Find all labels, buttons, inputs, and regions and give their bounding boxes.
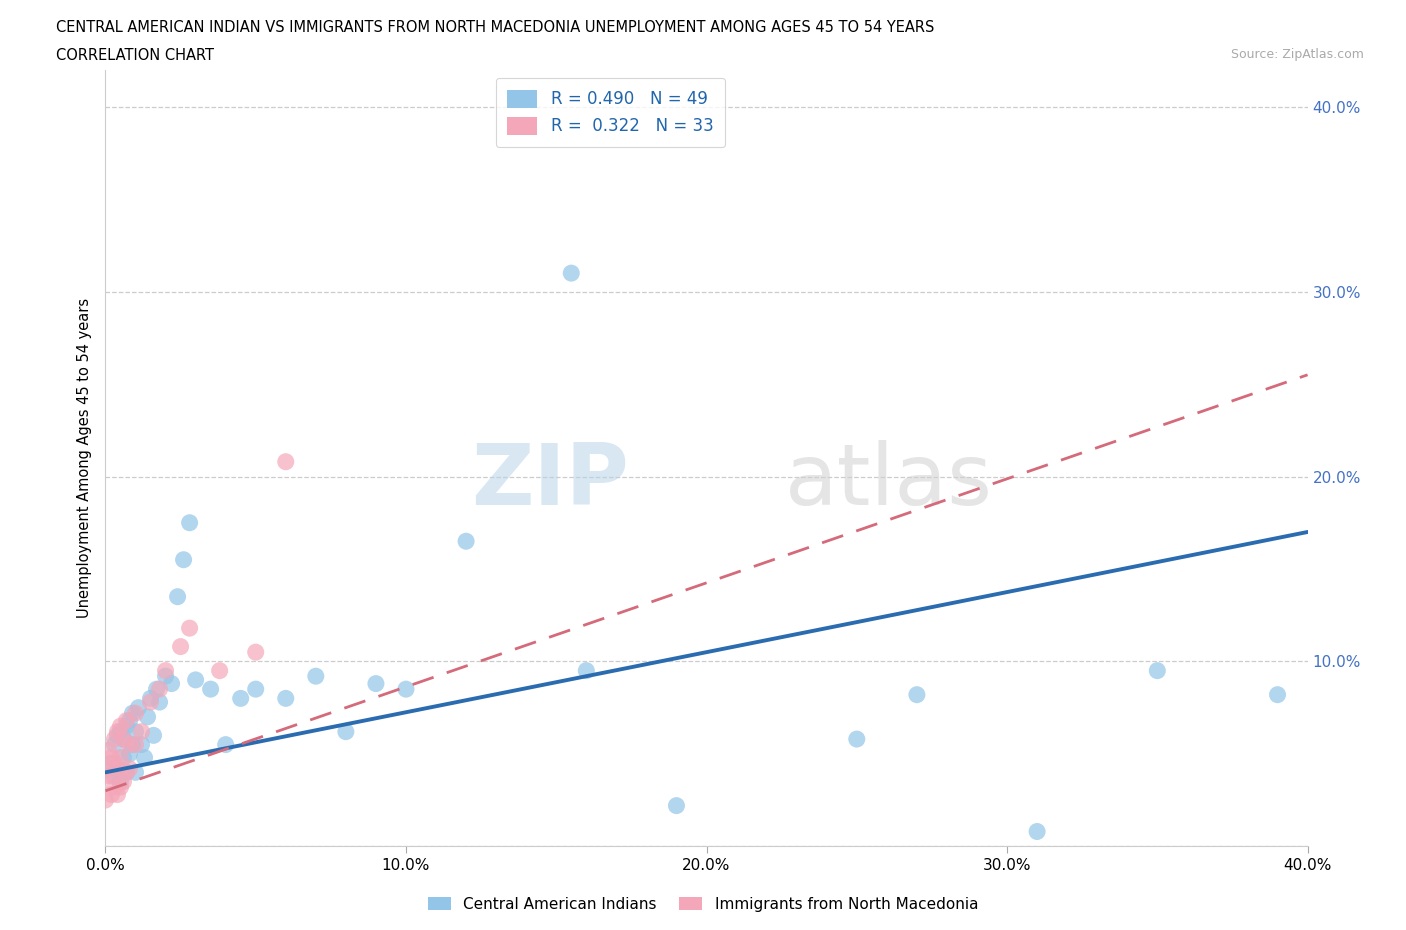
Point [179,515,201,530]
Point [94,768,117,783]
Point [139,695,162,710]
Point [115,764,138,779]
Point [115,764,138,779]
Point [208,663,231,678]
Point [131,737,153,752]
Point [148,695,170,710]
Point [110,724,132,739]
Point [103,768,125,783]
Text: ZIP: ZIP [471,440,628,523]
Point [107,728,129,743]
Point [575,663,598,678]
Point [100,787,122,802]
Y-axis label: Unemployment Among Ages 45 to 54 years: Unemployment Among Ages 45 to 54 years [76,298,91,618]
Legend: R = 0.490   N = 49, R =  0.322   N = 33: R = 0.490 N = 49, R = 0.322 N = 33 [496,78,725,147]
Point [245,644,267,659]
Point [364,676,387,691]
Point [560,266,582,281]
Point [103,737,125,752]
Point [112,751,135,765]
Point [1146,663,1168,678]
Point [155,663,177,678]
Point [100,756,122,771]
Point [124,724,146,739]
Point [112,732,135,747]
Point [97,761,120,776]
Point [274,454,297,469]
Point [100,751,122,765]
Point [118,737,141,752]
Point [107,787,129,802]
Point [121,706,143,721]
Point [166,590,188,604]
Point [103,756,125,771]
Point [124,737,146,752]
Point [112,732,135,747]
Point [173,552,195,567]
Point [214,737,236,752]
Point [1026,824,1049,839]
Point [200,682,222,697]
Point [845,732,868,747]
Point [136,710,159,724]
Point [335,724,357,739]
Point [107,724,129,739]
Point [184,672,207,687]
Point [305,669,328,684]
Legend: Central American Indians, Immigrants from North Macedonia: Central American Indians, Immigrants fro… [422,890,984,918]
Text: CORRELATION CHART: CORRELATION CHART [56,48,214,63]
Point [128,700,150,715]
Point [118,713,141,728]
Point [110,751,132,765]
Point [145,682,167,697]
Point [110,774,132,789]
Point [103,732,125,747]
Point [110,779,132,794]
Point [134,751,156,765]
Point [124,764,146,779]
Point [131,724,153,739]
Point [142,728,165,743]
Point [454,534,477,549]
Point [107,761,129,776]
Point [665,798,688,813]
Point [169,639,191,654]
Point [118,761,141,776]
Text: Source: ZipAtlas.com: Source: ZipAtlas.com [1230,48,1364,61]
Point [160,676,183,691]
Point [274,691,297,706]
Text: atlas: atlas [785,440,993,523]
Point [115,713,138,728]
Text: CENTRAL AMERICAN INDIAN VS IMMIGRANTS FROM NORTH MACEDONIA UNEMPLOYMENT AMONG AG: CENTRAL AMERICAN INDIAN VS IMMIGRANTS FR… [56,20,935,35]
Point [148,682,170,697]
Point [100,768,122,783]
Point [124,706,146,721]
Point [121,737,143,752]
Point [115,719,138,734]
Point [905,687,928,702]
Point [118,747,141,762]
Point [110,719,132,734]
Point [112,774,135,789]
Point [1267,687,1289,702]
Point [107,761,129,776]
Point [229,691,252,706]
Point [103,779,125,794]
Point [155,669,177,684]
Point [139,691,162,706]
Point [97,743,120,758]
Point [179,620,201,635]
Point [94,792,117,807]
Point [395,682,418,697]
Point [245,682,267,697]
